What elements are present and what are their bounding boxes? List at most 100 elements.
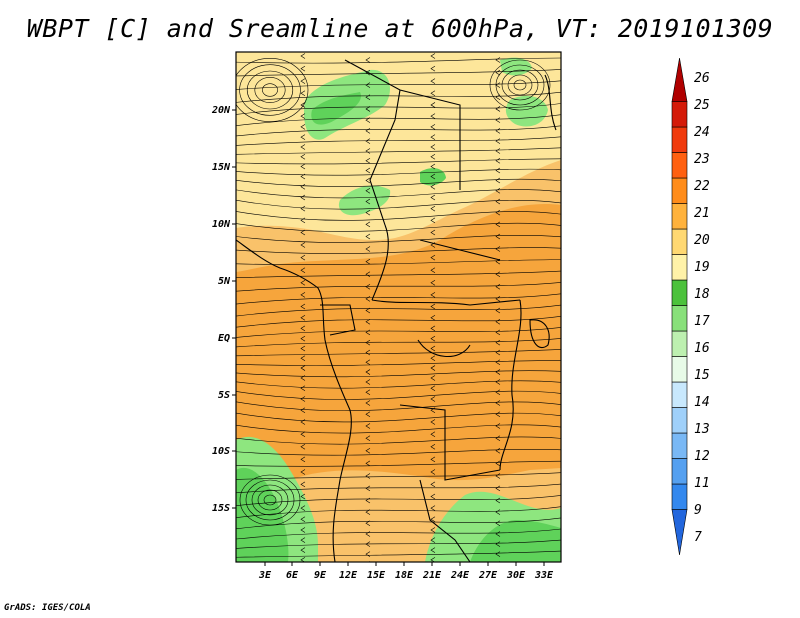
streamline-arrow [365, 369, 371, 375]
streamline [236, 234, 561, 243]
streamline [236, 472, 561, 480]
streamline-arrow [430, 292, 436, 298]
colorbar-segment [671, 305, 688, 332]
streamline-arrow [495, 57, 501, 63]
colorbar-label: 26 [694, 71, 710, 86]
streamline-arrow [495, 233, 501, 240]
streamline-arrow [365, 349, 371, 356]
streamline-vortex [239, 474, 301, 526]
streamline-arrow [495, 69, 501, 76]
streamline-vortex [513, 79, 527, 91]
streamline-arrow [365, 423, 371, 429]
streamline-arrow [365, 258, 371, 265]
lat-label: 15S [212, 503, 230, 514]
streamline-arrow [430, 267, 436, 274]
streamline-arrow [495, 460, 501, 467]
streamline-arrow [300, 144, 306, 150]
streamline [236, 412, 561, 423]
streamline-arrow [495, 485, 501, 492]
streamline-arrow [495, 117, 501, 123]
streamline-arrow [365, 339, 371, 346]
streamline [236, 315, 561, 328]
streamline-arrow [365, 106, 371, 112]
streamline-arrow [430, 456, 436, 463]
colorbar-segment [671, 101, 688, 128]
colorbar-label: 20 [694, 233, 710, 248]
streamline [236, 136, 561, 146]
streamline-arrow [300, 443, 306, 450]
streamlines [236, 53, 561, 562]
streamline-arrow [430, 134, 436, 140]
colorbar-segment [671, 509, 688, 556]
streamline-arrow [430, 144, 436, 150]
colorbar-segment [671, 483, 688, 510]
streamline-arrow [430, 345, 436, 352]
streamline-arrow [495, 307, 501, 314]
streamline [236, 222, 561, 232]
streamline-arrow [495, 148, 501, 154]
streamline-arrow [300, 163, 306, 170]
streamline-arrow [300, 78, 306, 84]
longitude-axis: 3E 6E 9E 12E 15E 18E 21E 24E 27E 30E 33E [258, 562, 554, 581]
colorbar-label: 16 [694, 341, 710, 356]
streamline-arrow [365, 379, 371, 385]
map-plot-area [236, 52, 561, 562]
streamline-arrow [495, 106, 501, 112]
wbpt-field-green-north-2 [311, 92, 361, 125]
streamline-arrow [365, 246, 371, 252]
streamline-arrow [300, 303, 306, 310]
streamline-arrow [495, 541, 501, 547]
streamline-arrow [365, 198, 371, 205]
streamline-arrow [365, 359, 371, 366]
streamline-arrow [495, 379, 501, 385]
streamline-arrow [365, 447, 371, 454]
colorbar-segment [671, 381, 688, 408]
lon-label: 3E [258, 570, 272, 581]
lon-label: 30E [506, 570, 526, 581]
streamline-arrow [365, 307, 371, 314]
streamline-vortex [246, 70, 294, 110]
streamline-arrow [430, 375, 436, 381]
lat-label: 10S [212, 446, 230, 457]
colorbar-segment [671, 356, 688, 383]
streamline-arrow [495, 209, 501, 216]
colorbar-label: 7 [694, 530, 702, 545]
colorbar-segment [671, 458, 688, 485]
streamline-arrow [365, 551, 371, 557]
lon-label: 6E [286, 570, 299, 581]
streamline-arrow [430, 505, 436, 511]
streamline-arrow [430, 547, 436, 553]
streamline-arrow [495, 473, 501, 479]
streamline-arrow [430, 303, 436, 310]
streamline-arrow [495, 221, 501, 228]
streamline-arrow [495, 246, 501, 252]
colorbar-segment [671, 177, 688, 204]
streamline-arrow [495, 497, 501, 504]
streamline-arrow [365, 271, 371, 278]
streamline-arrow [300, 325, 306, 332]
streamline-vortex [257, 489, 283, 511]
streamline [236, 168, 561, 176]
colorbar-label: 18 [694, 287, 710, 302]
streamline-arrow [495, 435, 501, 441]
streamline-arrow [430, 53, 436, 59]
streamline-arrow [300, 385, 306, 392]
wbpt-field-green-ne [505, 95, 548, 127]
streamline-arrow [300, 53, 306, 59]
streamline-arrow [365, 411, 371, 418]
streamline-arrow [430, 124, 436, 130]
streamline [236, 189, 561, 199]
lat-label: 15N [212, 162, 231, 173]
streamline-arrow [300, 102, 306, 108]
streamline-arrow [300, 431, 306, 437]
streamline-arrow [300, 314, 306, 321]
streamline-arrow [365, 117, 371, 123]
streamline [236, 158, 561, 165]
streamline-arrow [300, 365, 306, 371]
streamline [236, 69, 561, 77]
wbpt-field-green-se-dark [470, 520, 561, 562]
streamline-arrow [365, 497, 371, 504]
streamline-vortex [245, 479, 295, 521]
streamline-arrow [430, 419, 436, 425]
streamline-arrow [300, 355, 306, 362]
